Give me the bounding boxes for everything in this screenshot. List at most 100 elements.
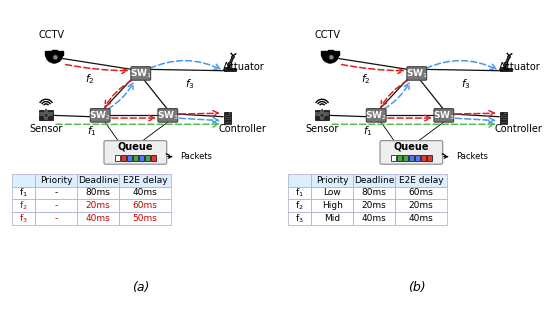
Circle shape <box>44 113 49 118</box>
FancyBboxPatch shape <box>367 108 386 122</box>
Bar <box>77 187 119 199</box>
Bar <box>115 155 120 161</box>
Text: SW$_1$: SW$_1$ <box>130 67 152 80</box>
Bar <box>224 68 236 71</box>
Bar <box>12 212 35 226</box>
Bar <box>328 50 332 52</box>
Text: Mid: Mid <box>324 214 340 223</box>
Text: Sensor: Sensor <box>29 124 63 134</box>
Text: SW$_2$: SW$_2$ <box>365 109 387 122</box>
Bar <box>395 212 447 226</box>
Bar <box>52 50 56 52</box>
Bar <box>77 199 119 212</box>
Circle shape <box>53 55 57 60</box>
Bar <box>311 199 353 212</box>
Text: 40ms: 40ms <box>362 214 386 223</box>
Polygon shape <box>505 57 510 64</box>
Text: 50ms: 50ms <box>132 214 157 223</box>
Text: 80ms: 80ms <box>86 188 110 197</box>
FancyBboxPatch shape <box>91 108 110 122</box>
Text: Deadline: Deadline <box>354 175 394 185</box>
Bar <box>353 173 395 187</box>
Circle shape <box>505 113 506 114</box>
Text: f$_3$: f$_3$ <box>19 213 28 225</box>
Bar <box>391 155 396 161</box>
Text: CCTV: CCTV <box>315 30 341 40</box>
Text: SW$_3$: SW$_3$ <box>157 109 179 122</box>
Bar <box>12 187 35 199</box>
Circle shape <box>229 113 230 114</box>
Bar <box>409 155 415 161</box>
Bar <box>403 155 408 161</box>
Text: $f_2$: $f_2$ <box>360 72 370 86</box>
Text: $f_1$: $f_1$ <box>363 124 373 138</box>
Text: Queue: Queue <box>394 141 429 151</box>
Circle shape <box>232 69 235 71</box>
Circle shape <box>505 69 507 71</box>
Text: (a): (a) <box>132 281 150 294</box>
Text: SW$_1$: SW$_1$ <box>406 67 428 80</box>
Text: $f_1$: $f_1$ <box>87 124 97 138</box>
Text: Packets: Packets <box>180 152 212 161</box>
Text: Deadline: Deadline <box>78 175 118 185</box>
Circle shape <box>508 69 511 71</box>
Wedge shape <box>321 54 339 63</box>
Text: Priority: Priority <box>40 175 72 185</box>
FancyBboxPatch shape <box>434 108 454 122</box>
Bar <box>35 173 77 187</box>
Text: 40ms: 40ms <box>408 214 433 223</box>
Circle shape <box>508 55 511 58</box>
Circle shape <box>505 62 507 65</box>
Bar <box>415 155 420 161</box>
Bar <box>121 155 126 161</box>
Text: Controller: Controller <box>218 124 266 134</box>
Bar <box>353 199 395 212</box>
Bar <box>311 187 353 199</box>
Text: Sensor: Sensor <box>305 124 339 134</box>
Bar <box>315 110 330 120</box>
Bar <box>311 212 353 226</box>
Text: Controller: Controller <box>494 124 542 134</box>
Bar <box>288 199 311 212</box>
Circle shape <box>226 69 227 71</box>
Bar <box>77 212 119 226</box>
Bar <box>500 112 507 124</box>
Circle shape <box>329 55 333 60</box>
Bar <box>427 155 432 161</box>
Text: Low: Low <box>323 188 341 197</box>
Text: (b): (b) <box>408 281 426 294</box>
Bar <box>421 155 426 161</box>
Bar <box>35 187 77 199</box>
Text: Actuator: Actuator <box>498 62 540 72</box>
Text: f$_2$: f$_2$ <box>295 200 304 212</box>
Text: 20ms: 20ms <box>408 202 433 211</box>
Bar <box>311 173 353 187</box>
Circle shape <box>321 109 323 110</box>
Text: High: High <box>322 202 343 211</box>
Text: $f_3$: $f_3$ <box>184 77 194 91</box>
Bar <box>500 68 512 71</box>
FancyBboxPatch shape <box>158 108 178 122</box>
Bar <box>139 155 144 161</box>
Bar <box>119 212 171 226</box>
Bar <box>151 155 156 161</box>
Bar <box>45 51 63 54</box>
Text: E2E delay: E2E delay <box>123 175 167 185</box>
Text: $f_2$: $f_2$ <box>84 72 94 86</box>
Text: Queue: Queue <box>118 141 153 151</box>
Text: -: - <box>55 188 58 197</box>
Circle shape <box>502 69 503 71</box>
Bar <box>315 112 330 116</box>
Text: Packets: Packets <box>456 152 488 161</box>
Bar <box>145 155 150 161</box>
Bar <box>395 199 447 212</box>
Text: f$_1$: f$_1$ <box>295 187 304 199</box>
Bar <box>288 212 311 226</box>
Circle shape <box>45 109 47 110</box>
Circle shape <box>229 69 231 71</box>
Bar <box>395 187 447 199</box>
Circle shape <box>320 113 325 118</box>
Text: 60ms: 60ms <box>132 202 157 211</box>
FancyBboxPatch shape <box>380 141 443 164</box>
FancyBboxPatch shape <box>131 67 151 80</box>
